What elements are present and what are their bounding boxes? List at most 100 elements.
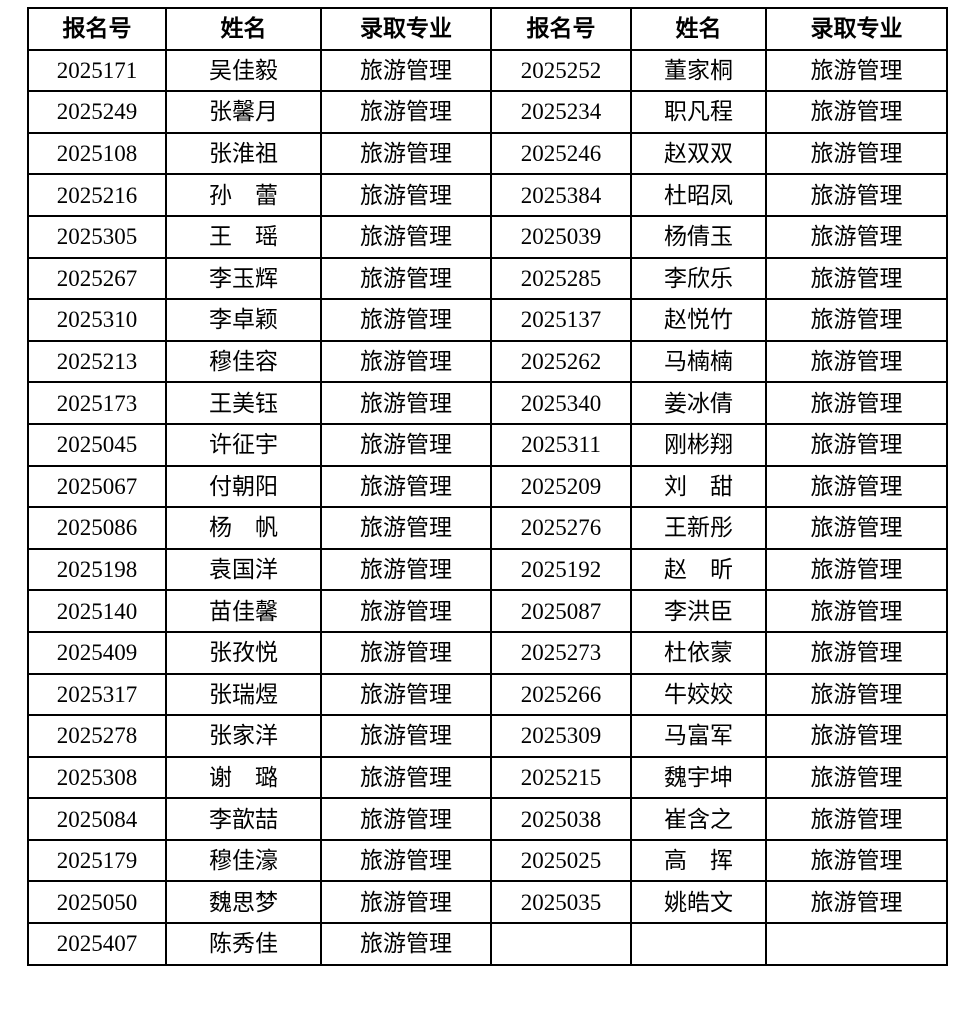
- reg-no-cell: 2025108: [27, 131, 167, 176]
- name-cell: 姚皓文: [630, 880, 767, 925]
- name-cell: 袁国洋: [165, 547, 322, 592]
- name-cell: 姜冰倩: [630, 381, 767, 425]
- reg-no-cell: 2025340: [490, 381, 632, 425]
- major-cell: [765, 922, 948, 966]
- major-cell: 旅游管理: [320, 131, 492, 176]
- reg-no-cell: 2025045: [27, 422, 167, 467]
- major-cell: 旅游管理: [320, 589, 492, 633]
- major-cell: 旅游管理: [765, 464, 948, 509]
- table-row: 2025108 张淮祖 旅游管理 2025246 赵双双 旅游管理: [27, 131, 948, 176]
- table-row: 2025067 付朝阳 旅游管理 2025209 刘 甜旅游管理: [27, 464, 948, 509]
- table-row: 2025171 吴佳毅 旅游管理 2025252 董家桐 旅游管理: [27, 48, 948, 93]
- name-cell: 董家桐: [630, 48, 767, 93]
- reg-no-cell: 2025384: [490, 173, 632, 217]
- major-cell: 旅游管理: [765, 131, 948, 176]
- header-row: 报名号 姓名 录取专业 报名号 姓名 录取专业: [27, 7, 948, 51]
- reg-no-cell: 2025198: [27, 547, 167, 592]
- table-row: 2025409 张孜悦 旅游管理 2025273 杜依蒙 旅游管理: [27, 630, 948, 675]
- major-cell: 旅游管理: [765, 838, 948, 883]
- name-cell: 杜昭凤: [630, 173, 767, 217]
- reg-no-cell: 2025067: [27, 464, 167, 509]
- name-cell: 张孜悦: [165, 630, 322, 675]
- name-cell: 赵 昕: [630, 547, 767, 592]
- name-cell: [630, 922, 767, 966]
- table-row: 2025198 袁国洋 旅游管理 2025192 赵 昕旅游管理: [27, 547, 948, 592]
- name-cell: 魏宇坤: [630, 755, 767, 800]
- name-cell: 李歆喆: [165, 797, 322, 841]
- name-cell: 穆佳容: [165, 339, 322, 384]
- reg-no-cell: 2025216: [27, 173, 167, 217]
- reg-no-cell: 2025140: [27, 589, 167, 633]
- reg-no-cell: 2025249: [27, 90, 167, 134]
- table-row: 2025308 谢 璐旅游管理 2025215 魏宇坤 旅游管理: [27, 755, 948, 800]
- table-row: 2025407 陈秀佳 旅游管理: [27, 922, 948, 966]
- name-cell: 苗佳馨: [165, 589, 322, 633]
- reg-no-cell: 2025192: [490, 547, 632, 592]
- major-cell: 旅游管理: [765, 422, 948, 467]
- table-row: 2025278 张家洋 旅游管理 2025309 马富军 旅游管理: [27, 714, 948, 758]
- major-cell: 旅游管理: [320, 755, 492, 800]
- reg-no-cell: 2025252: [490, 48, 632, 93]
- major-cell: 旅游管理: [320, 298, 492, 342]
- reg-no-cell: 2025305: [27, 214, 167, 259]
- major-cell: 旅游管理: [320, 381, 492, 425]
- reg-no-cell: 2025409: [27, 630, 167, 675]
- header-name: 姓名: [630, 7, 767, 51]
- major-cell: 旅游管理: [765, 672, 948, 717]
- table-row: 2025173 王美钰 旅游管理 2025340 姜冰倩 旅游管理: [27, 381, 948, 425]
- table-row: 2025086 杨 帆旅游管理 2025276 王新彤 旅游管理: [27, 506, 948, 550]
- name-cell: 张家洋: [165, 714, 322, 758]
- major-cell: 旅游管理: [765, 797, 948, 841]
- major-cell: 旅游管理: [320, 880, 492, 925]
- reg-no-cell: 2025171: [27, 48, 167, 93]
- reg-no-cell: [490, 922, 632, 966]
- reg-no-cell: 2025087: [490, 589, 632, 633]
- reg-no-cell: 2025276: [490, 506, 632, 550]
- reg-no-cell: 2025234: [490, 90, 632, 134]
- major-cell: 旅游管理: [320, 506, 492, 550]
- reg-no-cell: 2025209: [490, 464, 632, 509]
- major-cell: 旅游管理: [320, 838, 492, 883]
- name-cell: 张淮祖: [165, 131, 322, 176]
- name-cell: 崔含之: [630, 797, 767, 841]
- name-cell: 谢 璐: [165, 755, 322, 800]
- reg-no-cell: 2025311: [490, 422, 632, 467]
- reg-no-cell: 2025309: [490, 714, 632, 758]
- reg-no-cell: 2025310: [27, 298, 167, 342]
- table-row: 2025045 许征宇 旅游管理 2025311 刚彬翔 旅游管理: [27, 422, 948, 467]
- major-cell: 旅游管理: [320, 630, 492, 675]
- major-cell: 旅游管理: [765, 880, 948, 925]
- major-cell: 旅游管理: [320, 672, 492, 717]
- table-row: 2025213 穆佳容 旅游管理 2025262 马楠楠 旅游管理: [27, 339, 948, 384]
- reg-no-cell: 2025246: [490, 131, 632, 176]
- table-row: 2025084 李歆喆 旅游管理 2025038 崔含之 旅游管理: [27, 797, 948, 841]
- name-cell: 付朝阳: [165, 464, 322, 509]
- reg-no-cell: 2025179: [27, 838, 167, 883]
- reg-no-cell: 2025025: [490, 838, 632, 883]
- name-cell: 孙 蕾: [165, 173, 322, 217]
- table-row: 2025249 张馨月 旅游管理 2025234 职凡程 旅游管理: [27, 90, 948, 134]
- major-cell: 旅游管理: [765, 589, 948, 633]
- name-cell: 许征宇: [165, 422, 322, 467]
- name-cell: 刘 甜: [630, 464, 767, 509]
- table-row: 2025179 穆佳濠 旅游管理 2025025 高 挥旅游管理: [27, 838, 948, 883]
- major-cell: 旅游管理: [320, 464, 492, 509]
- major-cell: 旅游管理: [765, 214, 948, 259]
- name-cell: 马楠楠: [630, 339, 767, 384]
- reg-no-cell: 2025273: [490, 630, 632, 675]
- major-cell: 旅游管理: [320, 90, 492, 134]
- major-cell: 旅游管理: [765, 339, 948, 384]
- name-cell: 李欣乐: [630, 256, 767, 301]
- major-cell: 旅游管理: [765, 506, 948, 550]
- name-cell: 李玉辉: [165, 256, 322, 301]
- major-cell: 旅游管理: [765, 630, 948, 675]
- name-cell: 马富军: [630, 714, 767, 758]
- reg-no-cell: 2025213: [27, 339, 167, 384]
- major-cell: 旅游管理: [320, 173, 492, 217]
- table-row: 2025310 李卓颖 旅游管理 2025137 赵悦竹 旅游管理: [27, 298, 948, 342]
- major-cell: 旅游管理: [320, 797, 492, 841]
- reg-no-cell: 2025050: [27, 880, 167, 925]
- name-cell: 职凡程: [630, 90, 767, 134]
- major-cell: 旅游管理: [765, 381, 948, 425]
- name-cell: 穆佳濠: [165, 838, 322, 883]
